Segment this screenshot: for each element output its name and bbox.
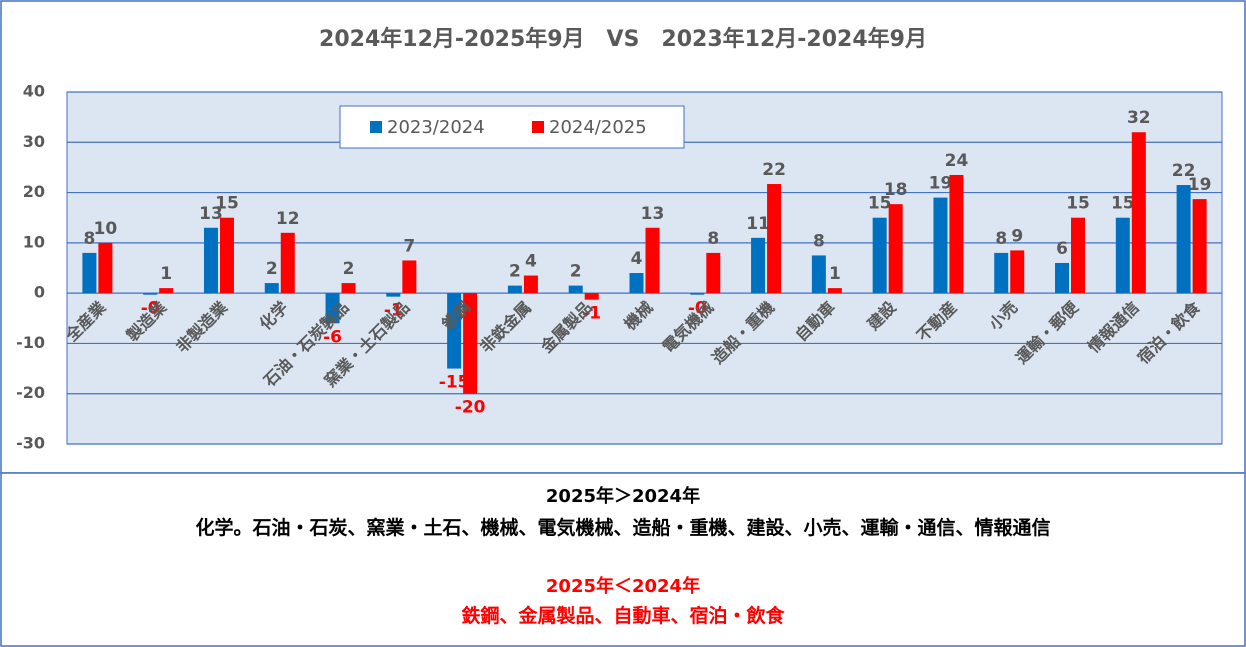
data-label: 10 [94,219,118,239]
bar [994,252,1009,294]
bar [447,293,462,369]
summary-frame [0,472,1246,647]
y-tick-label: 40 [23,82,45,101]
data-label: 6 [1056,239,1068,259]
legend-swatch [370,121,382,133]
bar [402,260,417,294]
data-label: 12 [276,209,300,229]
bar [82,252,97,294]
data-label: -15 [439,373,470,393]
bar [827,288,842,294]
bar [143,293,158,295]
bar [159,288,174,294]
up-title: 2025年＞2024年 [545,486,701,507]
data-label: 4 [631,249,643,269]
bar [767,184,782,294]
bar [463,293,478,394]
y-tick-label: 10 [23,232,45,251]
data-label: 1 [829,264,841,284]
chart-title: 2024年12月-2025年9月 VS 2023年12月-2024年9月 [319,26,927,52]
bar [1131,132,1146,294]
bar [629,273,644,294]
y-tick-label: -10 [16,333,45,352]
bar [1055,262,1070,294]
data-label: 2 [266,259,278,279]
bar [1192,199,1207,294]
data-label: 22 [762,160,786,180]
bar [386,293,401,297]
data-label: 2 [343,259,355,279]
bar [280,232,295,294]
y-tick-label: 0 [34,283,45,302]
data-label: 9 [1011,226,1023,246]
data-label: 11 [746,214,770,234]
data-label: -1 [384,301,403,321]
data-label: 15 [215,194,239,214]
data-label: 1 [160,264,172,284]
bar [264,283,279,294]
y-tick-label: 20 [23,182,45,201]
bar [706,252,721,294]
bar [584,293,599,300]
data-label: 8 [83,229,95,249]
data-label: 13 [199,204,223,224]
down-title: 2025年＜2024年 [545,576,701,597]
y-tick-label: -30 [16,434,45,453]
bar [933,197,948,294]
data-label: 24 [945,151,969,171]
data-label: 22 [1172,161,1196,181]
data-label: -0 [688,299,707,319]
bar [690,293,705,295]
bar [98,242,113,294]
bar [1176,185,1191,294]
bar [811,255,826,294]
data-label: 7 [403,236,415,256]
bar [1115,217,1130,294]
bar [1071,217,1086,294]
bar [219,217,234,294]
bar [203,227,218,294]
up-list: 化学。石油・石炭、窯業・土石、機械、電気機械、造船・重機、建設、小売、運輸・通信… [195,517,1051,539]
data-label: 8 [813,231,825,251]
bar [1010,250,1025,294]
bar [888,204,903,294]
data-label: 8 [995,229,1007,249]
data-label: 2 [570,262,582,282]
bar [325,293,340,324]
data-label: 18 [884,180,908,200]
y-tick-label: 30 [23,132,45,151]
bar [872,217,887,294]
bar [507,285,522,294]
data-label: 32 [1127,108,1151,128]
bar [523,275,538,294]
bar [341,283,356,294]
data-label: 2 [509,262,521,282]
data-label: 15 [1066,194,1090,214]
data-label: -6 [323,327,342,347]
data-label: 13 [641,204,665,224]
down-list: 鉄鋼、金属製品、自動車、宿泊・飲食 [461,605,785,627]
data-label: -1 [582,304,601,324]
legend-swatch [532,121,544,133]
bar [645,227,660,294]
data-label: 19 [929,174,953,194]
legend-label: 2023/2024 [387,117,485,138]
legend-label: 2024/2025 [549,117,647,138]
data-label: 8 [707,229,719,249]
data-label: 15 [1111,194,1135,214]
data-label: 15 [868,194,892,214]
bar [949,174,964,294]
bar [568,285,583,294]
data-label: 4 [525,252,537,272]
legend-box [339,105,685,149]
y-tick-label: -20 [16,383,45,402]
bar [751,237,766,294]
data-label: -20 [455,398,486,418]
data-label: -0 [141,299,160,319]
data-label: 19 [1188,175,1212,195]
